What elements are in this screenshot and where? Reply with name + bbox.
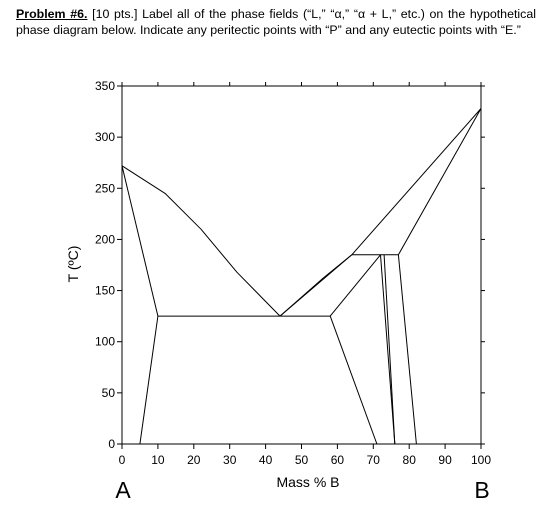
- x-tick-label: 50: [295, 453, 309, 467]
- phase-boundaries: [121, 108, 482, 445]
- y-tick-label: 150: [95, 284, 115, 298]
- x-tick-label: 10: [151, 453, 165, 467]
- x-tick-label: 40: [259, 453, 273, 467]
- solidus-b-line: [397, 108, 482, 256]
- solidus-a-line: [121, 165, 159, 317]
- y-tick-label: 200: [95, 232, 115, 246]
- x-tick-label: 100: [471, 453, 491, 467]
- y-tick-label: 0: [108, 437, 115, 451]
- x-axis-label: Mass % B: [276, 474, 339, 490]
- axis-ticks: [117, 82, 485, 449]
- y-tick-label: 300: [95, 130, 115, 144]
- x-tick-label: 90: [438, 453, 452, 467]
- component-b-label: B: [474, 477, 489, 503]
- x-tick-label: 80: [403, 453, 417, 467]
- component-a-label: A: [115, 477, 131, 503]
- x-tick-label: 30: [223, 453, 237, 467]
- solidus-mid-left-line: [279, 254, 353, 317]
- liquidus-b-line: [351, 108, 482, 256]
- compound-phase-right-line: [383, 254, 396, 445]
- x-tick-label: 60: [331, 453, 345, 467]
- solidus-mid-right-line: [329, 254, 381, 317]
- plot-border: [121, 85, 482, 445]
- plot-frame: [121, 85, 482, 445]
- x-tick-label: 70: [367, 453, 381, 467]
- y-axis-label: T (ºC): [65, 246, 81, 283]
- compound-phase-left-line: [380, 254, 396, 445]
- y-tick-label: 350: [95, 79, 115, 93]
- problem-body: [10 pts.] Label all of the phase fields …: [16, 7, 536, 37]
- liquidus-a-line: [121, 165, 281, 317]
- x-tick-label: 20: [187, 453, 201, 467]
- problem-statement: Problem #6. [10 pts.] Label all of the p…: [16, 6, 536, 38]
- solvus-b-line: [397, 254, 417, 445]
- problem-label: Problem #6.: [16, 7, 88, 21]
- tick-labels: 0 10 20 30 40 50 60 70 80 90 100 0 50 100 150 200 250 300…: [95, 79, 491, 467]
- y-tick-label: 50: [102, 386, 116, 400]
- y-tick-label: 250: [95, 181, 115, 195]
- solvus-a-line: [139, 316, 159, 445]
- y-tick-label: 100: [95, 335, 115, 349]
- x-tick-label: 0: [119, 453, 126, 467]
- solvus-mid-left-line: [329, 315, 378, 445]
